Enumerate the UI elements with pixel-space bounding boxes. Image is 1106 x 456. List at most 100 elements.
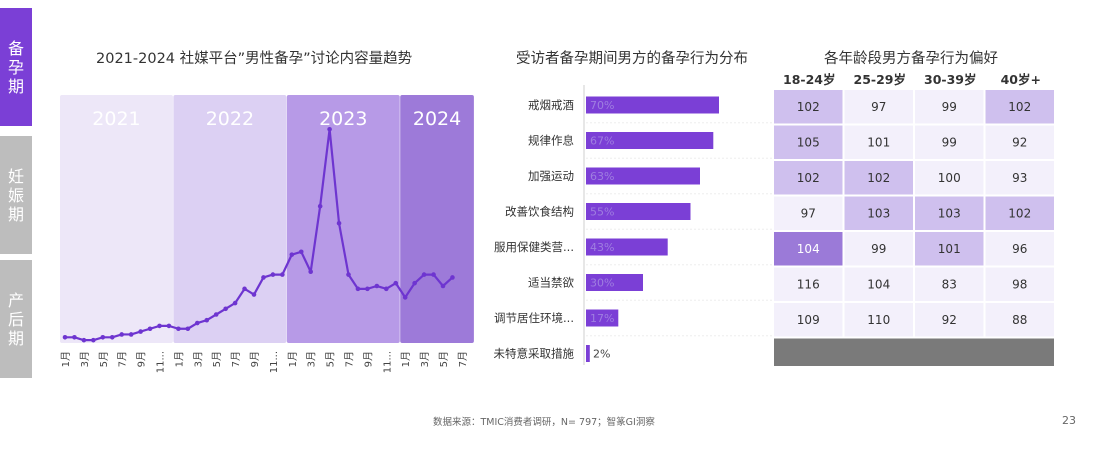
x-tick-label: 7月: [457, 351, 469, 367]
heatmap-cell: [915, 196, 984, 230]
heatmap-cell: [985, 196, 1054, 230]
x-tick-label: 11...: [269, 351, 280, 373]
preference-table-title: 各年龄段男方备孕行为偏好: [824, 51, 998, 67]
behavior-bar: [586, 132, 714, 149]
heatmap-cell: [915, 267, 984, 301]
heatmap-cell-value: 105: [797, 135, 820, 149]
heatmap-cell-value: 88: [1012, 313, 1027, 327]
x-tick-label: 11...: [156, 351, 167, 373]
heatmap-cell: [915, 232, 984, 266]
heatmap-cell: [915, 303, 984, 337]
x-tick-label: 1月: [60, 351, 72, 367]
heatmap-no-data-row: [774, 338, 1054, 366]
heatmap-cell-value: 104: [867, 277, 890, 291]
heatmap-cell: [844, 161, 913, 195]
trend-point: [195, 320, 200, 326]
trend-point: [393, 280, 399, 286]
behavior-bar: [586, 238, 668, 256]
heatmap-cell: [985, 232, 1054, 266]
heatmap-cell: [915, 125, 984, 159]
heatmap-cell-value: 83: [942, 277, 957, 291]
heatmap-cell: [844, 267, 913, 301]
x-tick-label: 9月: [362, 351, 374, 367]
trend-point: [412, 280, 417, 286]
bar-category-label: 适当禁欲: [528, 276, 574, 290]
trend-point: [421, 272, 427, 277]
trend-point: [176, 326, 181, 332]
bar-category-label: 加强运动: [528, 169, 574, 183]
x-tick-label: 7月: [230, 351, 242, 367]
heatmap-cell-value: 103: [938, 206, 961, 220]
bar-category-label: 服用保健类营...: [494, 240, 574, 254]
bar-category-label: 规律作息: [528, 134, 574, 148]
behavior-bar: [586, 274, 643, 291]
sidebar-tab-char: 期: [7, 204, 24, 224]
heatmap-cell-value: 99: [871, 242, 886, 256]
trend-point: [289, 252, 295, 257]
behavior-bar: [586, 309, 619, 327]
heatmap-cell-value: 104: [797, 242, 820, 256]
year-band-label: 2024: [413, 108, 461, 130]
trend-point: [119, 332, 124, 337]
heatmap-cell-value: 109: [797, 313, 820, 327]
trend-point: [251, 292, 257, 297]
behavior-bar: [586, 203, 691, 220]
trend-point: [261, 275, 266, 280]
behavior-bar-chart: 戒烟戒酒 70% 规律作息 67% 加强运动 63% 改善饮食结构 55% 服用保健类营... 4…: [494, 85, 772, 365]
heatmap-cell-value: 98: [1012, 277, 1027, 291]
year-band-label: 2021: [92, 108, 140, 130]
bar-value-label: 17%: [590, 312, 614, 325]
heatmap-cell-value: 102: [797, 171, 820, 185]
heatmap-cell-value: 102: [1008, 206, 1031, 220]
heatmap-cell: [844, 232, 913, 266]
heatmap-cell: [774, 161, 843, 195]
trend-point: [450, 275, 455, 280]
heatmap-cell-value: 97: [801, 206, 816, 220]
sidebar-tab-char: 期: [7, 76, 24, 96]
trend-point: [81, 337, 87, 343]
heatmap-cell-value: 102: [797, 100, 820, 114]
year-band-label: 2023: [319, 108, 367, 130]
behavior-bar: [586, 345, 590, 362]
heatmap-cell-value: 99: [942, 100, 957, 114]
year-band-2021: [60, 95, 173, 343]
heatmap-cell: [844, 125, 913, 159]
heatmap-cell: [774, 267, 843, 301]
sidebar-tab-char: 后: [7, 309, 24, 329]
trend-point: [166, 323, 172, 329]
heatmap-cell: [844, 303, 913, 337]
column-header: 30-39岁: [924, 72, 976, 87]
heatmap-cell-value: 92: [942, 313, 957, 327]
sidebar-tab-2[interactable]: 产后期: [0, 260, 32, 378]
trend-point: [327, 126, 332, 132]
bar-category-label: 未特意采取措施: [494, 347, 575, 361]
trend-point: [91, 337, 96, 343]
trend-point: [109, 335, 115, 340]
year-band-2023: [286, 95, 400, 343]
trend-point: [204, 317, 210, 323]
heatmap-cell-value: 101: [938, 242, 961, 256]
heatmap-cell: [985, 125, 1054, 159]
heatmap-cell: [985, 161, 1054, 195]
bar-category-label: 戒烟戒酒: [528, 98, 574, 112]
sidebar-tab-1[interactable]: 妊娠期: [0, 136, 32, 254]
heatmap-cell: [985, 303, 1054, 337]
trend-point: [355, 286, 361, 292]
x-tick-label: 11...: [382, 351, 393, 373]
sidebar-tab-0[interactable]: 备孕期: [0, 8, 32, 126]
heatmap-cell: [774, 303, 843, 337]
bar-category-label: 调节居住环境...: [494, 311, 574, 325]
x-tick-label: 3月: [192, 351, 204, 367]
x-tick-label: 5月: [438, 351, 450, 367]
data-source-note: 数据来源：TMIC消费者调研，N= 797；智篆GI洞察: [433, 417, 655, 428]
heatmap-cell: [985, 267, 1054, 301]
heatmap-cell-value: 92: [1012, 135, 1027, 149]
x-tick-label: 7月: [344, 351, 356, 367]
heatmap-cell-value: 97: [871, 100, 886, 114]
heatmap-cell-value: 110: [867, 313, 890, 327]
trend-point: [128, 332, 134, 337]
column-header: 18-24岁: [783, 72, 835, 87]
bar-value-label: 30%: [590, 277, 614, 290]
heatmap-cell-value: 101: [867, 135, 890, 149]
trend-point: [100, 335, 106, 340]
